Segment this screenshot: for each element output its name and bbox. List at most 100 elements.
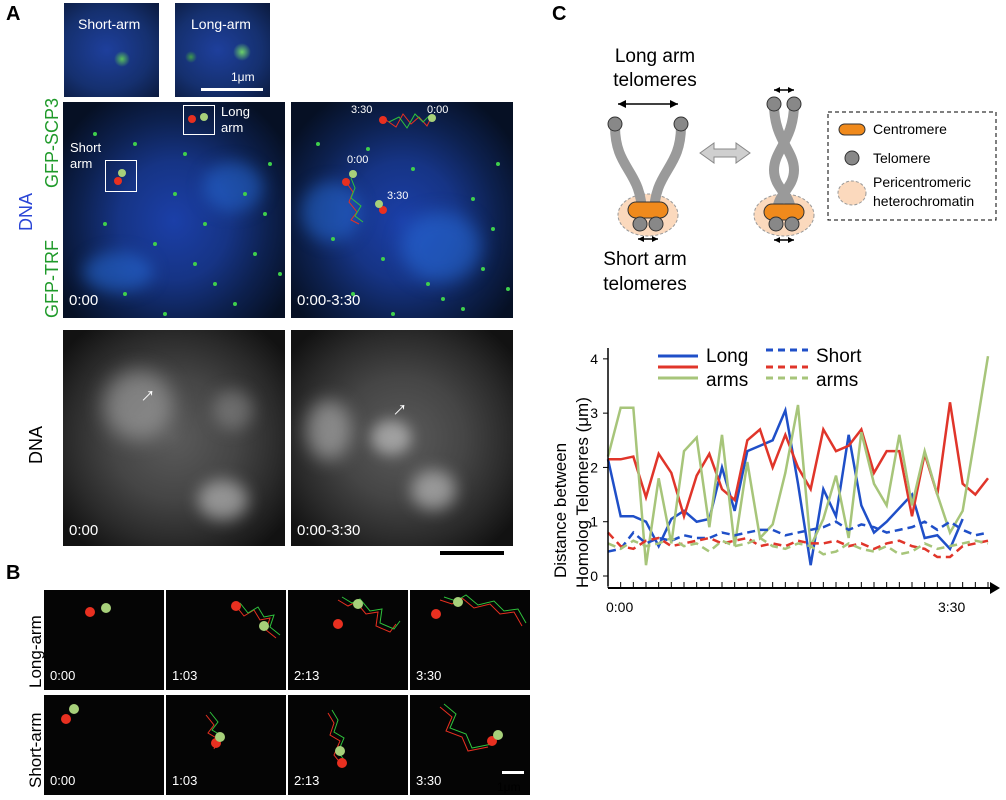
track-time-label: 3:30: [416, 773, 442, 788]
track-frame-short-0: 0:00: [44, 695, 164, 795]
green-dot: [335, 746, 345, 756]
short-arm-label-1: Short: [70, 140, 102, 155]
panel-a-letter: A: [6, 3, 21, 25]
green-spot: [185, 51, 197, 63]
legend-long-1: Long: [706, 346, 748, 367]
red-dot: [333, 619, 343, 629]
chromosome-right-a: [769, 103, 800, 216]
legend-long-2: arms: [706, 370, 748, 391]
chromosome-diagram: Long arm telomeres Short arm telomeres C…: [603, 46, 997, 295]
track-frame-long-2: 2:13: [288, 590, 408, 690]
row-label-short: Short-arm: [26, 712, 45, 788]
inset-short-label: Short-arm: [78, 16, 141, 32]
long-arm-label-1: Long: [221, 104, 250, 119]
track-frame-short-2: 2:13: [288, 695, 408, 795]
legend-pericentromeric-2: heterochromatin: [873, 193, 974, 209]
telomere-legend-icon: [844, 150, 860, 166]
centromere-left: [627, 201, 669, 219]
scale-bar: [440, 551, 504, 555]
y-tick-label: 1: [590, 514, 598, 530]
red-dot: [61, 714, 71, 724]
panel-b-letter: B: [6, 562, 21, 584]
dna-image-range: ↑ 0:00-3:30: [291, 330, 513, 546]
green-dot: [69, 704, 79, 714]
track-frame-short-3: 3:30: [410, 695, 530, 795]
row-label-long: Long-arm: [26, 615, 45, 688]
telomere-icon: [766, 96, 782, 112]
series-line-red-dashed: [607, 531, 989, 559]
telomere-icon: [786, 96, 802, 112]
ylabel-dna: DNA: [16, 192, 36, 231]
track-frame-long-1: 1:03: [166, 590, 286, 690]
x-axis-arrow-icon: [990, 582, 1000, 594]
green-dot: [353, 599, 363, 609]
green-dot: [259, 621, 269, 631]
track-scale-bar: [502, 771, 524, 774]
centromere-legend-icon: [838, 123, 866, 136]
track-end-1: 0:00: [427, 104, 449, 116]
centromere-right: [763, 203, 805, 221]
green-dot: [101, 603, 111, 613]
long-arm-box: [183, 105, 215, 135]
red-dot: [337, 758, 347, 768]
track-time-label: 3:30: [416, 668, 442, 683]
arrow-head: [638, 236, 658, 242]
arrow-icon: ↑: [388, 395, 414, 422]
telomere-icon: [607, 116, 623, 132]
double-arrow-icon: [699, 142, 751, 164]
inset-long-label: Long-arm: [191, 16, 251, 32]
legend-telomere: Telomere: [873, 150, 931, 166]
timestamp: 0:00: [69, 292, 99, 309]
timestamp: 0:00-3:30: [297, 522, 361, 539]
green-spot: [114, 51, 130, 67]
chromosome-right-b: [768, 103, 799, 216]
inset-scale-bar: [201, 88, 263, 91]
track-start-1: 3:30: [351, 104, 373, 116]
series-line-green-solid: [606, 355, 990, 566]
track-time-label: 0:00: [50, 773, 76, 788]
telomere-icon: [768, 216, 784, 232]
track-frame-long-0: 0:00: [44, 590, 164, 690]
green-dot: [118, 169, 126, 177]
series-line-green-dashed: [607, 536, 989, 556]
series-line-blue-dashed: [607, 520, 989, 553]
series-line-red-solid: [608, 402, 989, 521]
telomere-icon: [648, 216, 664, 232]
inset-scale-label: 1μm: [231, 70, 255, 84]
long-telomeres-label-1: Long arm: [615, 46, 695, 67]
timestamp: 0:00-3:30: [297, 292, 361, 309]
green-dot: [200, 113, 208, 121]
long-arm-label-2: arm: [221, 120, 244, 135]
fluor-image-t0: Long arm Short arm 0:00: [63, 102, 285, 318]
inset-long-arm: Long-arm 1μm: [175, 3, 270, 97]
telomere-icon: [632, 216, 648, 232]
ylabel-gfp-trf: GFP-TRF: [42, 240, 62, 318]
track-overlay: [342, 113, 436, 225]
green-dot: [215, 732, 225, 742]
red-dot: [188, 115, 196, 123]
short-telomeres-label-1: Short arm: [603, 249, 686, 270]
legend-centromere: Centromere: [873, 121, 947, 137]
track-time-label: 1:03: [172, 668, 198, 683]
fluor-image-range: 3:30 0:00 0:00 3:30 0:00-3:30: [291, 102, 513, 318]
inset-short-arm: Short-arm: [64, 3, 159, 97]
short-telomeres-label-2: telomeres: [603, 274, 686, 295]
short-arm-box: [105, 160, 137, 192]
chart-ylabel-2: Homolog Telomeres (μm): [573, 397, 592, 588]
long-telomeres-label-2: telomeres: [613, 70, 696, 91]
track-time-label: 2:13: [294, 773, 320, 788]
y-tick-label: 3: [590, 405, 598, 421]
arrow-head: [774, 237, 794, 243]
y-tick-label: 2: [590, 459, 598, 475]
panel-c-letter: C: [552, 3, 567, 25]
y-tick-label: 4: [590, 351, 598, 367]
red-dot: [85, 607, 95, 617]
track-frame-long-3: 3:30: [410, 590, 530, 690]
y-tick-label: 0: [590, 568, 598, 584]
red-dot: [231, 601, 241, 611]
timestamp: 0:00: [69, 522, 99, 539]
track-end-2: 3:30: [387, 190, 409, 202]
chart-ylabel-1: Distance between: [551, 443, 570, 578]
track-time-label: 1:03: [172, 773, 198, 788]
x-end-label: 3:30: [938, 599, 965, 615]
